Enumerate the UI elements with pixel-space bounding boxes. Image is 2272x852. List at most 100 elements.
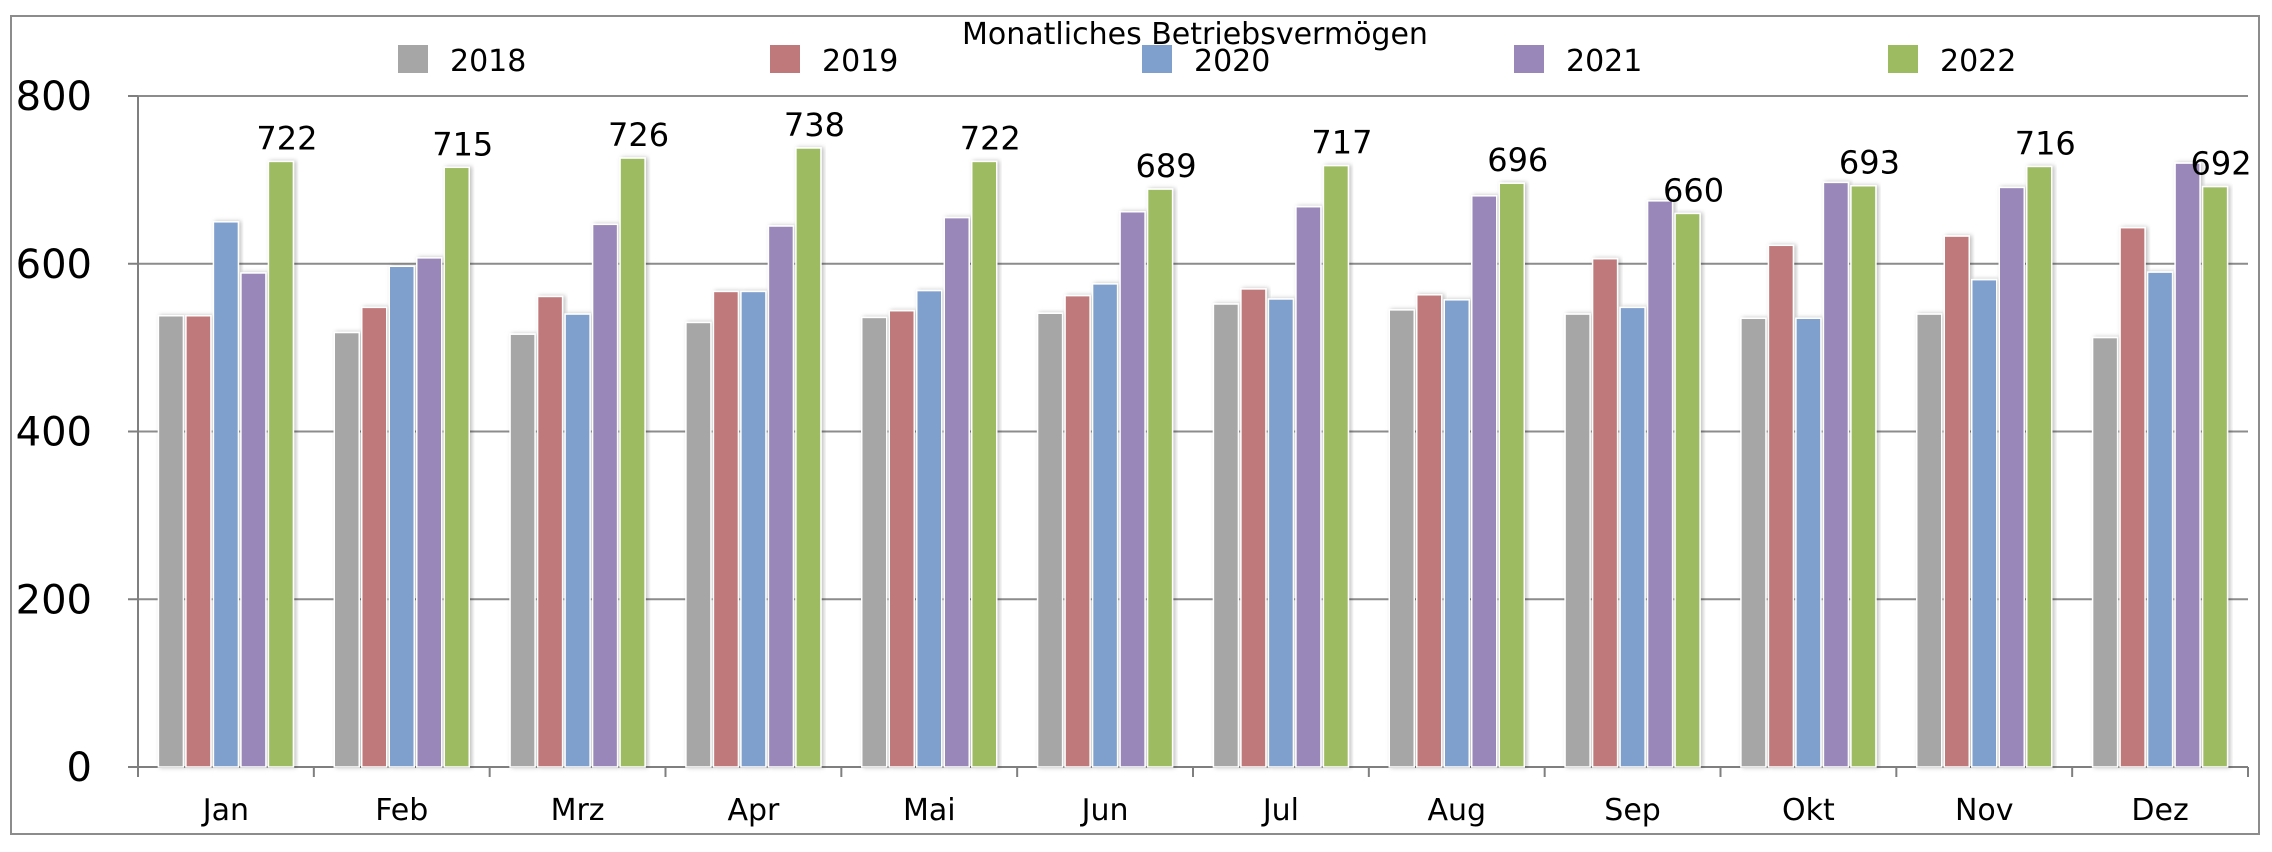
data-labels: 722 715 726 738 722 689 717 696 660 693 716 692 xyxy=(256,106,2251,209)
x-tick-label: Jun xyxy=(1080,793,1129,828)
bar xyxy=(1564,313,1591,768)
chart-title: Monatliches Betriebsvermögen xyxy=(962,17,1428,52)
bar xyxy=(2026,165,2053,768)
data-label: 738 xyxy=(784,106,845,144)
legend-label: 2022 xyxy=(1940,44,2016,79)
bar xyxy=(712,290,740,768)
y-tick-label: 0 xyxy=(67,745,92,791)
x-tick-label: Feb xyxy=(375,793,428,828)
bar xyxy=(416,257,443,768)
x-tick-label: Mrz xyxy=(551,793,605,828)
data-label: 717 xyxy=(1311,124,1372,162)
bar xyxy=(1498,182,1525,768)
bar xyxy=(2174,162,2201,768)
bar xyxy=(861,316,888,768)
bar xyxy=(1388,309,1415,768)
data-label: 692 xyxy=(2191,145,2252,183)
data-label: 689 xyxy=(1136,147,1197,185)
bar xyxy=(443,166,470,768)
bar xyxy=(1795,317,1822,768)
bar xyxy=(619,157,646,768)
bar xyxy=(1295,205,1322,768)
y-tick-label: 600 xyxy=(16,242,92,288)
legend-swatch xyxy=(1142,45,1172,73)
bar xyxy=(1740,317,1767,768)
y-tick-label: 200 xyxy=(16,577,92,623)
x-tick-label: Apr xyxy=(727,793,780,828)
bar xyxy=(767,225,795,768)
bar xyxy=(1998,186,2025,768)
bar xyxy=(1146,188,1174,768)
bar xyxy=(1916,313,1943,768)
bar xyxy=(1322,164,1350,768)
bar xyxy=(267,160,295,768)
bar xyxy=(333,331,360,768)
x-tick-label: Jul xyxy=(1261,793,1299,828)
bar xyxy=(1212,303,1240,768)
bar xyxy=(685,321,712,768)
bar xyxy=(2091,336,2119,768)
bar xyxy=(1619,306,1646,768)
bar xyxy=(1850,184,1877,768)
bar xyxy=(1119,210,1146,768)
legend-swatch xyxy=(770,45,800,73)
data-label: 696 xyxy=(1487,141,1548,179)
bar xyxy=(212,221,240,768)
bar xyxy=(240,272,267,768)
bar xyxy=(971,160,998,768)
bar xyxy=(564,313,591,768)
bar xyxy=(361,306,388,768)
bar xyxy=(157,315,185,768)
bar xyxy=(1064,294,1091,768)
y-tick-label: 800 xyxy=(16,74,92,120)
data-label: 726 xyxy=(608,116,669,154)
bar xyxy=(1036,312,1064,768)
x-tick-label: Okt xyxy=(1782,793,1835,828)
legend: 2018 2019 2020 2021 2022 xyxy=(398,44,2016,79)
bar xyxy=(1267,298,1295,768)
legend-swatch xyxy=(1888,45,1918,73)
bar xyxy=(1822,181,1850,768)
x-axis: Jan Feb Mrz Apr Mai Jun Jul Aug Sep Okt Nov Dez xyxy=(137,766,2249,828)
bar xyxy=(185,315,212,768)
bar xyxy=(536,295,564,768)
legend-label: 2018 xyxy=(450,44,526,79)
data-label: 722 xyxy=(960,119,1021,157)
legend-label: 2019 xyxy=(822,44,898,79)
bars xyxy=(157,147,2229,768)
bar xyxy=(1471,195,1498,768)
bar xyxy=(888,309,915,768)
legend-swatch xyxy=(1514,45,1544,73)
gridlines xyxy=(138,95,2248,601)
data-label: 722 xyxy=(256,119,317,157)
bar xyxy=(1240,288,1267,768)
x-tick-label: Dez xyxy=(2131,793,2188,828)
bar xyxy=(1443,299,1470,768)
bar xyxy=(2146,271,2174,768)
data-label: 693 xyxy=(1839,144,1900,182)
bar xyxy=(1646,200,1674,768)
bar xyxy=(1091,283,1119,768)
bar xyxy=(1591,257,1619,768)
bar xyxy=(509,333,536,768)
data-label: 660 xyxy=(1663,171,1724,209)
legend-swatch xyxy=(398,45,428,73)
x-tick-label: Nov xyxy=(1955,793,2014,828)
legend-label: 2020 xyxy=(1194,44,1270,79)
bar xyxy=(1943,235,1970,768)
bar xyxy=(916,289,943,768)
bar xyxy=(591,223,619,768)
bar xyxy=(1674,212,1701,768)
x-tick-label: Aug xyxy=(1427,793,1486,828)
bar xyxy=(1416,294,1443,768)
bar xyxy=(740,290,767,768)
data-label: 715 xyxy=(432,125,493,163)
x-tick-label: Jan xyxy=(201,793,249,828)
bar xyxy=(1971,278,1998,768)
x-tick-label: Sep xyxy=(1604,793,1661,828)
bar xyxy=(2119,226,2146,768)
bar xyxy=(1767,244,1795,768)
x-tick-label: Mai xyxy=(903,793,956,828)
y-tick-label: 400 xyxy=(16,410,92,456)
